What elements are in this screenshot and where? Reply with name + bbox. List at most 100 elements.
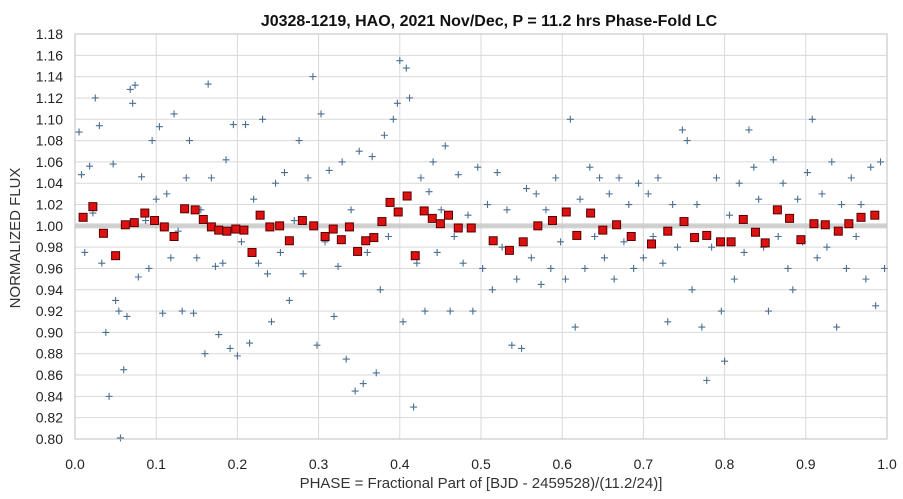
y-tick-label: 1.12 — [36, 90, 63, 106]
binned-flux-point — [206, 222, 216, 232]
raw-flux-point — [98, 259, 106, 267]
raw-flux-point — [730, 275, 738, 283]
y-tick-label: 1.14 — [36, 69, 63, 85]
raw-flux-point — [410, 403, 418, 411]
binned-flux-point — [410, 251, 420, 261]
y-tick-label: 1.04 — [36, 175, 63, 191]
raw-flux-point — [185, 137, 193, 145]
raw-flux-point — [674, 243, 682, 251]
binned-flux-point — [427, 213, 437, 223]
y-tick-label: 0.88 — [36, 346, 63, 362]
raw-flux-point — [877, 158, 885, 166]
raw-flux-point — [355, 147, 363, 155]
y-axis-title: NORMALIZED FLUX — [7, 168, 24, 309]
raw-flux-point — [138, 173, 146, 181]
binned-flux-point — [150, 216, 160, 226]
raw-flux-point — [779, 179, 787, 187]
x-tick-label: 0.4 — [390, 456, 410, 472]
raw-flux-point — [116, 434, 124, 442]
binned-flux-point — [518, 237, 528, 247]
y-tick-label: 1.00 — [36, 218, 63, 234]
raw-flux-point — [190, 309, 198, 317]
raw-flux-point — [498, 243, 506, 251]
raw-flux-point — [363, 248, 371, 256]
x-tick-label: 0.1 — [146, 456, 166, 472]
binned-flux-point — [453, 223, 463, 233]
raw-flux-point — [522, 185, 530, 193]
raw-flux-point — [605, 190, 613, 198]
x-tick-label: 1.0 — [877, 456, 897, 472]
raw-flux-point — [764, 307, 772, 315]
binned-flux-point — [547, 216, 557, 226]
raw-flux-point — [406, 94, 414, 102]
raw-flux-point — [207, 174, 215, 182]
raw-flux-point — [659, 259, 667, 267]
raw-flux-point — [721, 357, 729, 365]
raw-flux-point — [571, 323, 579, 331]
raw-flux-point — [750, 163, 758, 171]
raw-flux-point — [561, 275, 569, 283]
binned-flux-point — [231, 224, 241, 234]
raw-flux-point — [152, 195, 160, 203]
raw-flux-point — [334, 262, 342, 270]
raw-flux-point — [664, 318, 672, 326]
raw-flux-point — [703, 376, 711, 384]
raw-flux-point — [479, 264, 487, 272]
raw-flux-point — [295, 137, 303, 145]
raw-flux-point — [233, 352, 241, 360]
x-tick-label: 0.3 — [309, 456, 329, 472]
x-tick-label: 0.2 — [228, 456, 248, 472]
binned-flux-point — [255, 210, 265, 220]
raw-flux-point — [290, 217, 298, 225]
raw-flux-point — [794, 195, 802, 203]
raw-flux-point — [211, 262, 219, 270]
binned-flux-point — [78, 212, 88, 222]
binned-flux-point — [385, 197, 395, 207]
raw-flux-point — [342, 355, 350, 363]
raw-flux-point — [508, 341, 516, 349]
raw-flux-point — [852, 233, 860, 240]
raw-flux-point — [450, 233, 458, 240]
binned-flux-point — [435, 219, 445, 229]
y-tick-label: 0.92 — [36, 303, 63, 319]
binned-flux-point — [690, 233, 700, 243]
binned-flux-point — [726, 237, 736, 247]
binned-flux-point — [586, 208, 596, 218]
raw-flux-point — [246, 339, 254, 347]
raw-flux-point — [330, 312, 338, 320]
raw-flux-point — [75, 128, 83, 136]
y-tick-label: 1.10 — [36, 111, 63, 127]
raw-flux-point — [644, 190, 652, 198]
y-tick-label: 1.06 — [36, 154, 63, 170]
binned-flux-point — [844, 219, 854, 229]
raw-flux-point — [178, 307, 186, 315]
raw-flux-point — [464, 211, 472, 219]
raw-flux-point — [552, 174, 560, 182]
raw-flux-point — [784, 264, 792, 272]
raw-flux-point — [413, 259, 421, 267]
raw-flux-point — [389, 115, 397, 123]
raw-flux-point — [688, 286, 696, 294]
raw-flux-point — [376, 286, 384, 294]
binned-flux-point — [275, 221, 285, 231]
y-tick-label: 0.84 — [36, 388, 63, 404]
x-tick-label: 0.0 — [65, 456, 85, 472]
raw-flux-point — [532, 190, 540, 198]
binned-flux-point — [572, 230, 582, 240]
raw-flux-point — [237, 238, 245, 246]
raw-flux-point — [129, 99, 137, 107]
binned-flux-point — [760, 238, 770, 248]
raw-flux-point — [201, 350, 209, 358]
binned-flux-point — [402, 191, 412, 201]
raw-flux-point — [669, 201, 677, 209]
raw-flux-point — [813, 254, 821, 262]
raw-flux-point — [847, 174, 855, 182]
raw-flux-point — [789, 286, 797, 294]
raw-flux-point — [503, 206, 511, 214]
y-tick-label: 0.82 — [36, 410, 63, 426]
raw-flux-point — [518, 344, 526, 352]
raw-flux-point — [396, 57, 404, 65]
raw-flux-point — [437, 206, 445, 214]
y-tick-label: 0.90 — [36, 324, 63, 340]
